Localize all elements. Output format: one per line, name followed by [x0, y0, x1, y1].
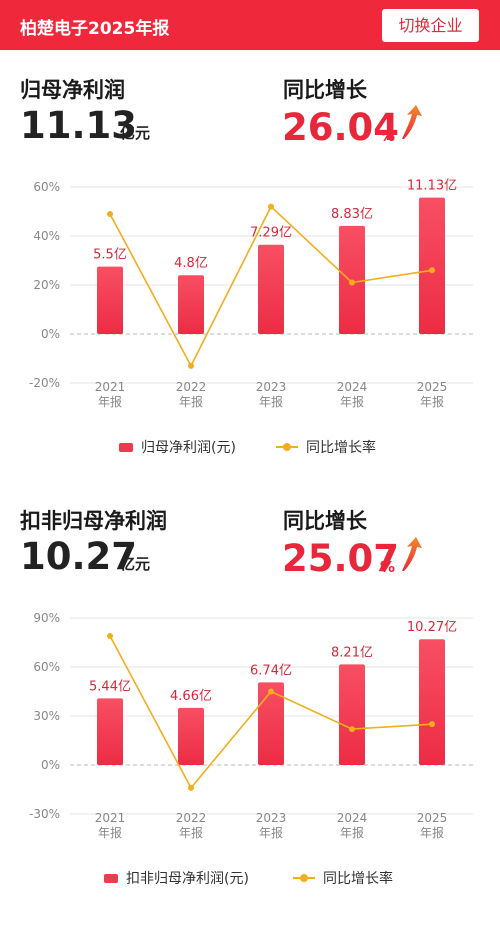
legend-item-bar: 归母净利润(元)	[119, 437, 236, 457]
bar-value-label: 4.66亿	[170, 689, 212, 704]
deducted-growth-unit: %	[380, 558, 396, 576]
growth-rate-point[interactable]	[349, 279, 355, 286]
bar[interactable]	[97, 698, 123, 765]
growth-rate-point[interactable]	[268, 203, 274, 210]
bar[interactable]	[178, 275, 204, 334]
bar-value-label: 7.29亿	[250, 226, 292, 241]
growth-rate-point[interactable]	[188, 784, 194, 791]
x-tick-label: 2025 年报	[417, 811, 448, 840]
x-tick-label: 2023 年报	[256, 811, 287, 840]
x-tick-label: 2021 年报	[95, 811, 126, 840]
bar-value-label: 8.83亿	[331, 207, 373, 222]
legend-item-bar: 扣非归母净利润(元)	[104, 868, 249, 888]
bar[interactable]	[258, 244, 284, 334]
net-profit-growth-title: 同比增长	[283, 78, 367, 102]
deducted-net-profit-title: 扣非归母净利润	[20, 509, 167, 533]
net-profit-unit: 亿元	[120, 124, 151, 142]
x-tick-label: 2023 年报	[256, 380, 287, 409]
up-arrow-icon	[402, 537, 422, 571]
bar-value-label: 8.21亿	[331, 645, 373, 660]
legend-line-label: 同比增长率	[306, 440, 376, 456]
legend-line-label: 同比增长率	[323, 871, 393, 887]
x-tick-label: 2025 年报	[417, 380, 448, 409]
y-tick-label: 40%	[33, 229, 60, 243]
growth-rate-point[interactable]	[268, 688, 274, 695]
bar-value-label: 10.27亿	[407, 620, 457, 635]
bar-value-label: 4.8亿	[174, 256, 208, 271]
deducted-net-profit-unit: 亿元	[120, 555, 151, 573]
deducted-net-profit-chart: 90% 60% 30% 0% -30% 5.44亿 4.66亿 6.74亿 8.21亿 10.27…	[29, 611, 473, 840]
y-tick-label: 20%	[33, 278, 60, 292]
bar[interactable]	[419, 197, 445, 334]
y-tick-label: 30%	[33, 709, 60, 723]
x-tick-label: 2021 年报	[95, 380, 126, 409]
app-header: 柏楚电子2025年报 切换企业	[0, 0, 500, 50]
growth-rate-point[interactable]	[107, 632, 113, 639]
y-tick-label: 60%	[33, 660, 60, 674]
legend-bar-label: 归母净利润(元)	[141, 440, 236, 456]
growth-rate-point[interactable]	[188, 362, 194, 369]
bar[interactable]	[339, 664, 365, 765]
y-tick-label: 0%	[41, 758, 60, 772]
bar[interactable]	[97, 266, 123, 334]
bar[interactable]	[178, 707, 204, 765]
growth-rate-point[interactable]	[429, 721, 435, 728]
y-tick-label: 0%	[41, 327, 60, 341]
bar-swatch	[104, 873, 118, 883]
deducted-net-profit-value: 10.27	[20, 535, 138, 578]
up-arrow-icon	[402, 105, 422, 139]
x-tick-label: 2022 年报	[176, 811, 207, 840]
net-profit-value: 11.13	[20, 104, 138, 147]
bar-value-label: 11.13亿	[407, 179, 457, 194]
switch-company-button[interactable]: 切换企业	[382, 9, 479, 42]
legend-bar-label: 扣非归母净利润(元)	[126, 871, 249, 887]
y-tick-label: 90%	[33, 611, 60, 625]
x-tick-label: 2022 年报	[176, 380, 207, 409]
deducted-net-profit-legend: 扣非归母净利润(元) 同比增长率	[0, 868, 500, 888]
line-swatch	[276, 443, 298, 451]
line-swatch	[293, 874, 315, 882]
bar-value-label: 5.44亿	[89, 679, 131, 694]
bar[interactable]	[419, 639, 445, 765]
net-profit-chart: 60% 40% 20% 0% -20% 5.5亿 4.8亿 7.29亿 8.83亿 11.13亿 2…	[29, 179, 473, 409]
y-tick-label: -20%	[29, 376, 60, 390]
bar-swatch	[119, 442, 133, 452]
y-tick-label: 60%	[33, 180, 60, 194]
net-profit-section: 归母净利润 11.13 亿元 同比增长 26.04 % 60% 40% 20% 0% -…	[0, 78, 500, 457]
x-tick-label: 2024 年报	[337, 811, 368, 840]
net-profit-title: 归母净利润	[20, 78, 125, 102]
deducted-growth-value: 25.07	[282, 537, 400, 580]
page-title: 柏楚电子2025年报	[20, 19, 170, 39]
legend-item-line: 同比增长率	[293, 868, 393, 888]
bar-value-label: 6.74亿	[250, 663, 292, 678]
deducted-growth-title: 同比增长	[283, 509, 367, 533]
legend-item-line: 同比增长率	[276, 437, 376, 457]
net-profit-growth-value: 26.04	[282, 106, 400, 149]
y-tick-label: -30%	[29, 807, 60, 821]
bar[interactable]	[258, 682, 284, 765]
bar-value-label: 5.5亿	[93, 248, 127, 263]
x-tick-label: 2024 年报	[337, 380, 368, 409]
net-profit-growth-unit: %	[380, 127, 396, 145]
growth-rate-point[interactable]	[429, 267, 435, 274]
growth-rate-point[interactable]	[107, 210, 113, 217]
growth-rate-point[interactable]	[349, 726, 355, 733]
net-profit-legend: 归母净利润(元) 同比增长率	[0, 437, 500, 457]
